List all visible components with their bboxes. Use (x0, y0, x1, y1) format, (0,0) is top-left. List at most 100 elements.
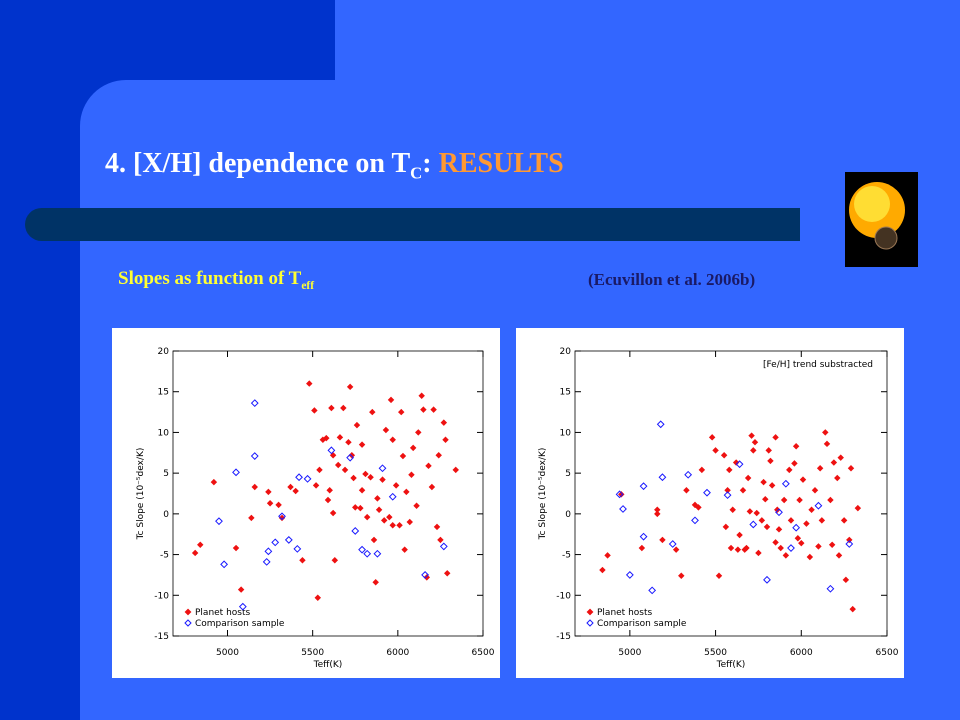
point (336, 434, 344, 441)
point (232, 468, 240, 477)
point (743, 544, 750, 552)
point (599, 566, 606, 574)
point (723, 491, 732, 500)
point (334, 461, 342, 469)
star-image (845, 172, 918, 267)
point (619, 505, 627, 513)
title-bar (25, 208, 800, 241)
citation: (Ecuvillon et al. 2006b) (588, 270, 756, 289)
point (379, 476, 386, 483)
point (367, 473, 374, 481)
point (683, 487, 690, 494)
point (749, 520, 758, 529)
point (388, 492, 397, 501)
legend-marker (586, 608, 594, 616)
point (760, 478, 767, 486)
sun-core (854, 186, 890, 222)
point (420, 406, 427, 413)
x-tick-label: 5500 (704, 648, 727, 658)
point (768, 482, 776, 489)
annotation: [Fe/H] trend substracted (763, 360, 873, 370)
point (837, 454, 844, 461)
point (398, 408, 405, 416)
point (401, 546, 408, 553)
point (278, 512, 286, 521)
point (357, 504, 364, 512)
point (345, 438, 352, 446)
x-tick-label: 6000 (790, 648, 813, 658)
point (350, 474, 357, 482)
point (722, 523, 730, 531)
y-tick-label: -5 (562, 551, 571, 561)
legend-label: Planet hosts (195, 608, 251, 618)
point (353, 421, 361, 429)
point (370, 536, 378, 544)
point (295, 473, 303, 482)
point (698, 466, 706, 474)
point (794, 535, 802, 542)
point (746, 508, 754, 515)
point (250, 452, 259, 460)
point (428, 483, 436, 491)
point (684, 470, 693, 479)
point (727, 544, 735, 552)
point (326, 487, 333, 494)
x-tick-label: 5500 (301, 648, 324, 658)
y-tick-label: -5 (160, 551, 169, 561)
point (816, 465, 824, 472)
point (378, 464, 387, 473)
point (734, 546, 742, 553)
point (262, 557, 271, 566)
point (314, 594, 322, 601)
point (615, 490, 624, 499)
point (406, 518, 413, 526)
point (834, 474, 841, 482)
point (413, 502, 420, 509)
title-text: 4. [X/H] dependence on T (105, 148, 411, 179)
point (266, 500, 274, 507)
point (618, 491, 625, 498)
point (382, 426, 390, 434)
point (755, 549, 762, 557)
point (328, 404, 335, 412)
y-tick-label: 15 (158, 388, 169, 398)
series (615, 420, 854, 595)
point (287, 483, 294, 491)
point (639, 532, 648, 541)
point (396, 522, 403, 529)
point (691, 516, 699, 525)
point (421, 571, 429, 579)
point (331, 557, 339, 564)
point (284, 536, 293, 544)
point (736, 531, 743, 539)
planet (874, 226, 898, 250)
point (292, 487, 299, 495)
point (220, 560, 229, 569)
x-tick-label: 6000 (386, 648, 409, 658)
point (638, 544, 646, 552)
point (358, 545, 366, 554)
point (845, 540, 854, 548)
point (842, 576, 850, 584)
point (327, 446, 336, 455)
point (787, 517, 795, 524)
point (835, 552, 843, 559)
series (599, 429, 862, 613)
point (798, 539, 805, 547)
y-tick-label: 5 (565, 469, 571, 479)
point (430, 406, 437, 413)
point (762, 495, 769, 503)
y-tick-label: 0 (565, 510, 571, 520)
point (346, 453, 355, 462)
y-tick-label: 15 (560, 388, 571, 398)
point (724, 487, 731, 494)
point (735, 460, 744, 469)
y-tick-label: -10 (556, 591, 571, 601)
point (215, 517, 223, 526)
point (425, 462, 432, 470)
point (374, 495, 381, 502)
point (250, 399, 259, 408)
point (271, 538, 280, 547)
point (346, 383, 354, 391)
